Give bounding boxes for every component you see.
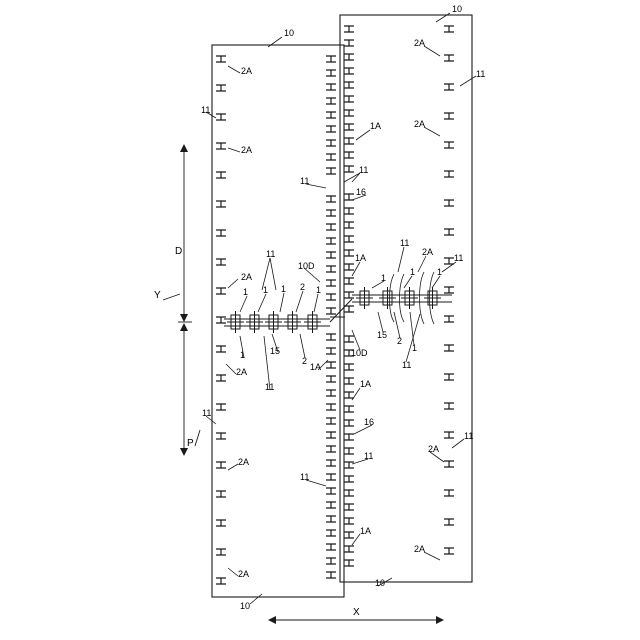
dim-x-label: X: [353, 607, 360, 618]
callout-11-lower-right: 11: [464, 431, 474, 441]
callout-2A-l-cluster: 2A: [241, 272, 253, 282]
dimension-lines: [162, 144, 444, 624]
callout-11-tl: 11: [201, 105, 211, 115]
callout-11-center: 11: [359, 165, 369, 175]
callout-2A-tl2: 2A: [241, 145, 253, 155]
callout-2A-bl: 2A: [236, 367, 248, 377]
callout-1-l3: 1: [281, 284, 287, 294]
callout-1-l4: 1: [316, 285, 322, 295]
right-panel-left-edge-ticks: [344, 25, 354, 567]
callout-1-bl1: 1: [240, 350, 246, 360]
callout-1A-lower: 1A: [360, 379, 372, 389]
callout-16-lower: 16: [364, 417, 375, 427]
callout-11-lower-left2: 11: [202, 408, 212, 418]
callout-11-l-cluster: 11: [266, 249, 276, 259]
callout-1-l1: 1: [243, 287, 249, 297]
callout-11-center-left: 11: [300, 176, 310, 186]
right-panel-right-edge-ticks: [444, 25, 454, 555]
callout-1A-mid-top: 1A: [370, 121, 382, 131]
callout-1-r4: 1: [412, 343, 418, 353]
callout-2A-br: 2A: [414, 544, 426, 554]
callout-2A-tr: 2A: [414, 38, 426, 48]
callout-2A-r1: 2A: [422, 247, 434, 257]
callout-10-top-right: 10: [452, 4, 463, 14]
callout-2-l1: 2: [300, 282, 306, 292]
right-panel-outline: [339, 14, 473, 583]
callout-1-r1: 1: [381, 273, 387, 283]
callout-11-lower-left: 11: [300, 472, 310, 482]
left-panel-right-edge-ticks: [326, 55, 336, 579]
callout-10D-left: 10D: [298, 261, 315, 271]
callout-1A-bl: 1A: [310, 362, 322, 372]
left-panel-left-edge-ticks: [216, 55, 226, 585]
callout-11-bl: 11: [265, 382, 275, 392]
callout-1-r2: 1: [410, 267, 416, 277]
right-node-leader-loops: [389, 271, 435, 325]
callout-2A-tl: 2A: [241, 66, 253, 76]
dim-y-label: Y: [154, 290, 161, 301]
left-rail-nodes: [227, 311, 321, 333]
leader-lines: [205, 12, 477, 605]
callout-16-center-top: 16: [356, 187, 367, 197]
dim-p-label: P: [187, 438, 194, 449]
callout-2A-tr2: 2A: [414, 119, 426, 129]
callout-1A-upper-center: 1A: [355, 253, 367, 263]
callout-1A-bottom: 1A: [360, 526, 372, 536]
callout-10D-right: 10D: [351, 348, 368, 358]
callout-11-r2: 11: [454, 253, 464, 263]
callout-11-r1: 11: [400, 238, 410, 248]
callout-2A-bl2: 2A: [238, 457, 250, 467]
callout-10-bottom-left: 10: [240, 601, 251, 611]
callout-11-r3: 11: [402, 360, 412, 370]
callout-2A-lr: 2A: [428, 444, 440, 454]
callout-15-right: 15: [377, 330, 388, 340]
callout-2-r1: 2: [397, 336, 403, 346]
dim-d-label: D: [175, 246, 183, 257]
right-rail-nodes: [356, 287, 441, 309]
callout-15-left: 15: [270, 346, 281, 356]
callout-2-bl: 2: [302, 356, 308, 366]
callout-11-lower-center: 11: [364, 451, 374, 461]
callout-10-top-left: 10: [284, 28, 295, 38]
callout-2A-bl3: 2A: [238, 569, 250, 579]
center-rail-assembly: [224, 271, 452, 333]
callout-10-bottom-right: 10: [375, 578, 386, 588]
left-panel-outline: [211, 44, 345, 598]
callout-1-l2: 1: [263, 285, 269, 295]
callout-1-r3: 1: [437, 267, 443, 277]
callout-11-tr: 11: [476, 69, 486, 79]
